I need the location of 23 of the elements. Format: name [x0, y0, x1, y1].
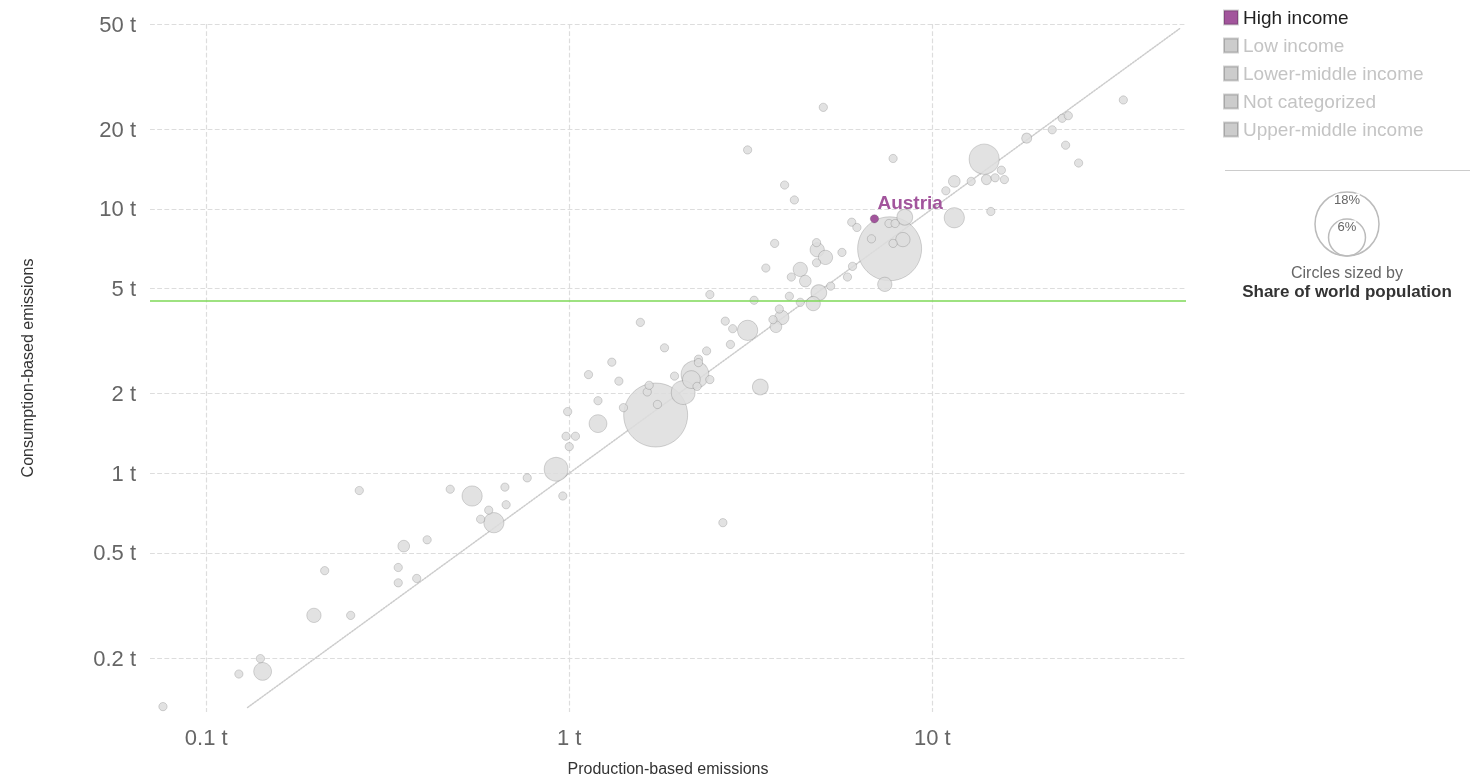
y-tick-label: 1 t	[111, 460, 136, 486]
legend-label: High income	[1243, 7, 1349, 28]
x-tick-label: 0.1 t	[184, 724, 228, 750]
text: Circles sized by	[1290, 264, 1404, 282]
x-tick-label: 1 t	[557, 724, 582, 750]
y-tick-label: 0.5 t	[93, 540, 136, 566]
legend-label: 6%	[1337, 219, 1357, 235]
legend-label: Not categorized	[1243, 91, 1377, 112]
legend-label: Upper-middle income	[1243, 119, 1424, 140]
y-tick-label: 2 t	[111, 381, 136, 407]
annotation: Austria	[877, 191, 944, 213]
y-tick-label: 20 t	[99, 116, 136, 142]
y-tick-label: 10 t	[99, 196, 136, 222]
text: Share of world population	[1241, 282, 1453, 302]
y-axis-title: Consumption-based emissions	[18, 258, 36, 478]
y-tick-label: 5 t	[111, 275, 136, 301]
y-tick-label: 0.2 t	[93, 645, 136, 671]
x-tick-label: 10 t	[913, 724, 951, 750]
y-tick-label: 50 t	[99, 11, 136, 37]
legend-label: Low income	[1243, 35, 1345, 56]
legend-label: Lower-middle income	[1243, 63, 1424, 84]
x-axis-title: Production-based emissions	[567, 759, 769, 777]
legend-label: 18%	[1333, 192, 1361, 207]
